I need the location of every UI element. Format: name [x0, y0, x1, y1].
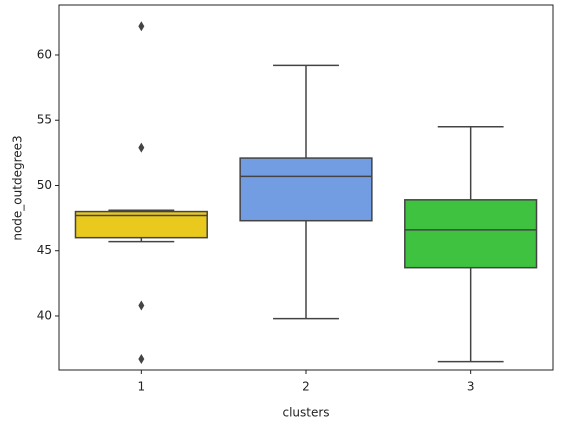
x-tick-label: 2 — [302, 380, 310, 394]
outlier — [138, 21, 145, 32]
y-tick-label: 55 — [37, 113, 52, 127]
x-tick-label: 1 — [138, 380, 146, 394]
y-axis-label: node_outdegree3 — [11, 135, 25, 240]
y-tick-label: 60 — [37, 47, 52, 61]
x-axis-label: clusters — [282, 406, 329, 420]
y-tick-label: 45 — [37, 243, 52, 257]
outlier — [138, 300, 145, 311]
y-tick-label: 50 — [37, 178, 52, 192]
box — [404, 199, 538, 269]
outlier — [138, 142, 145, 153]
x-tick-label: 3 — [467, 380, 475, 394]
box — [239, 157, 373, 222]
y-tick-label: 40 — [37, 308, 52, 322]
outlier — [138, 354, 145, 365]
